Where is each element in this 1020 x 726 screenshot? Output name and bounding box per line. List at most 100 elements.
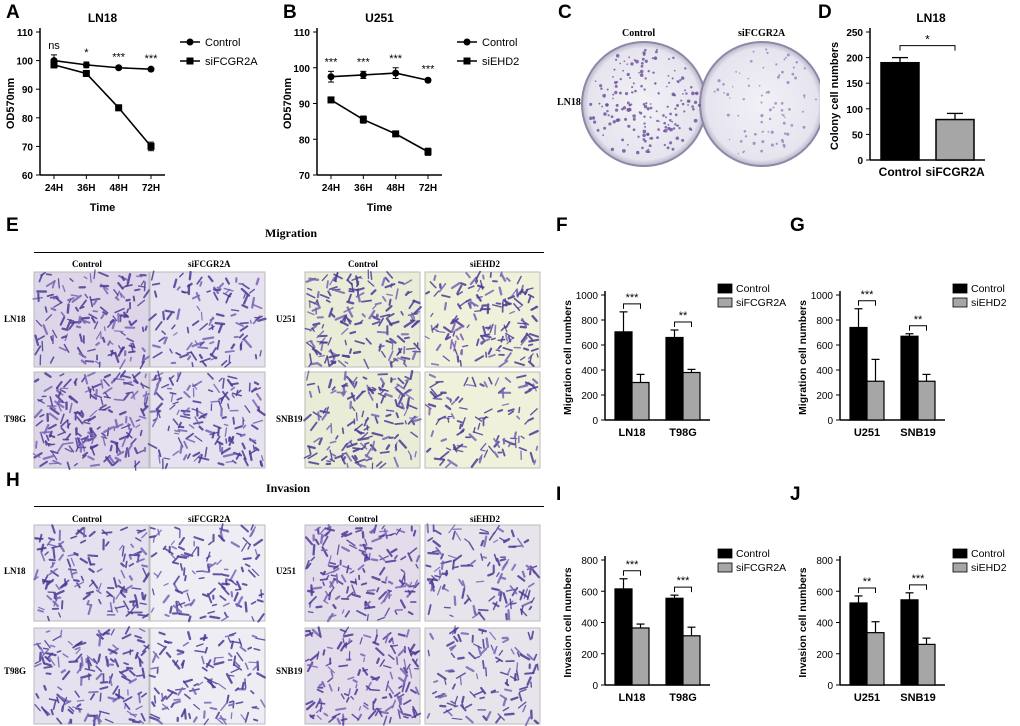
cell	[488, 595, 496, 602]
cell	[505, 613, 508, 621]
cell	[170, 553, 176, 560]
colony-dot	[621, 107, 624, 111]
cell	[362, 668, 368, 672]
cell	[494, 377, 500, 387]
cell	[362, 567, 366, 573]
cell	[504, 681, 510, 687]
cell	[400, 311, 404, 316]
colony-dot	[742, 98, 745, 101]
cell	[305, 700, 314, 706]
cell	[474, 279, 478, 285]
cell	[141, 354, 146, 364]
cell	[155, 321, 163, 331]
cell	[373, 524, 377, 534]
cell	[444, 678, 447, 685]
cell	[403, 699, 412, 705]
cell	[46, 539, 52, 546]
cell	[182, 407, 190, 415]
cell	[170, 540, 175, 546]
cell	[215, 313, 225, 317]
legend-swatch	[952, 548, 968, 559]
cell	[354, 381, 358, 387]
data-point	[50, 61, 58, 69]
cell	[436, 585, 442, 596]
cell	[139, 429, 143, 437]
colony-dots-sifcgr2a	[713, 48, 817, 155]
colony-dot	[770, 130, 774, 134]
cell	[369, 529, 375, 534]
cell	[36, 546, 47, 551]
cell	[364, 454, 373, 461]
cell	[208, 562, 217, 569]
cell	[194, 435, 203, 442]
cell	[365, 546, 373, 550]
cell	[456, 284, 463, 295]
cell	[530, 630, 534, 640]
cell	[156, 570, 162, 579]
colony-dot	[657, 128, 660, 131]
cell	[95, 589, 102, 595]
cell	[507, 441, 512, 448]
cell	[384, 283, 396, 289]
cell	[101, 432, 107, 437]
cell	[511, 563, 517, 571]
cell	[244, 662, 249, 670]
cell	[66, 461, 71, 471]
cell	[523, 539, 530, 544]
cell	[524, 716, 531, 726]
cell	[490, 337, 496, 341]
colony-dot	[589, 102, 593, 106]
cell	[348, 638, 351, 644]
cell	[213, 291, 219, 301]
y-tick-label: 400	[816, 619, 833, 630]
cell	[314, 349, 322, 356]
cell	[330, 670, 334, 677]
cell	[120, 331, 126, 336]
cell	[57, 656, 60, 668]
colony-dot	[770, 143, 774, 147]
cell	[389, 360, 393, 368]
cell	[340, 693, 345, 700]
cell	[59, 413, 65, 425]
cell	[52, 600, 59, 608]
cell	[183, 440, 189, 449]
cell	[224, 427, 228, 437]
colony-dot	[655, 50, 658, 54]
cell	[398, 685, 403, 689]
cell	[532, 378, 539, 384]
cell	[194, 416, 200, 425]
micrograph-bg	[424, 627, 541, 725]
micrograph-migration-1	[148, 270, 267, 368]
cell	[452, 530, 456, 540]
cell	[163, 336, 168, 345]
cell	[199, 281, 203, 287]
colony-dot	[598, 102, 601, 105]
cell	[308, 362, 313, 368]
cell	[102, 378, 110, 387]
invasion-row-u251: U251	[276, 566, 296, 576]
cell	[158, 454, 161, 464]
cell	[361, 410, 365, 418]
cell	[521, 570, 526, 578]
colony-dot	[665, 116, 667, 119]
cell	[335, 707, 347, 711]
cell	[337, 359, 347, 368]
colony-dot	[642, 102, 646, 106]
cell	[380, 395, 385, 404]
micrograph-invasion-0	[33, 524, 150, 622]
cell	[344, 532, 353, 538]
cell	[432, 397, 443, 401]
cell	[113, 372, 121, 382]
cell	[358, 706, 362, 711]
migration-header-control-right: Control	[348, 259, 378, 269]
cell	[447, 417, 450, 423]
cell	[123, 392, 130, 401]
cell	[456, 430, 465, 436]
cell	[99, 692, 102, 702]
significance-bracket	[623, 570, 641, 576]
cell	[33, 642, 42, 646]
cell	[141, 326, 145, 333]
cell	[319, 410, 330, 414]
colony-dot	[786, 132, 790, 136]
cell	[141, 667, 146, 679]
